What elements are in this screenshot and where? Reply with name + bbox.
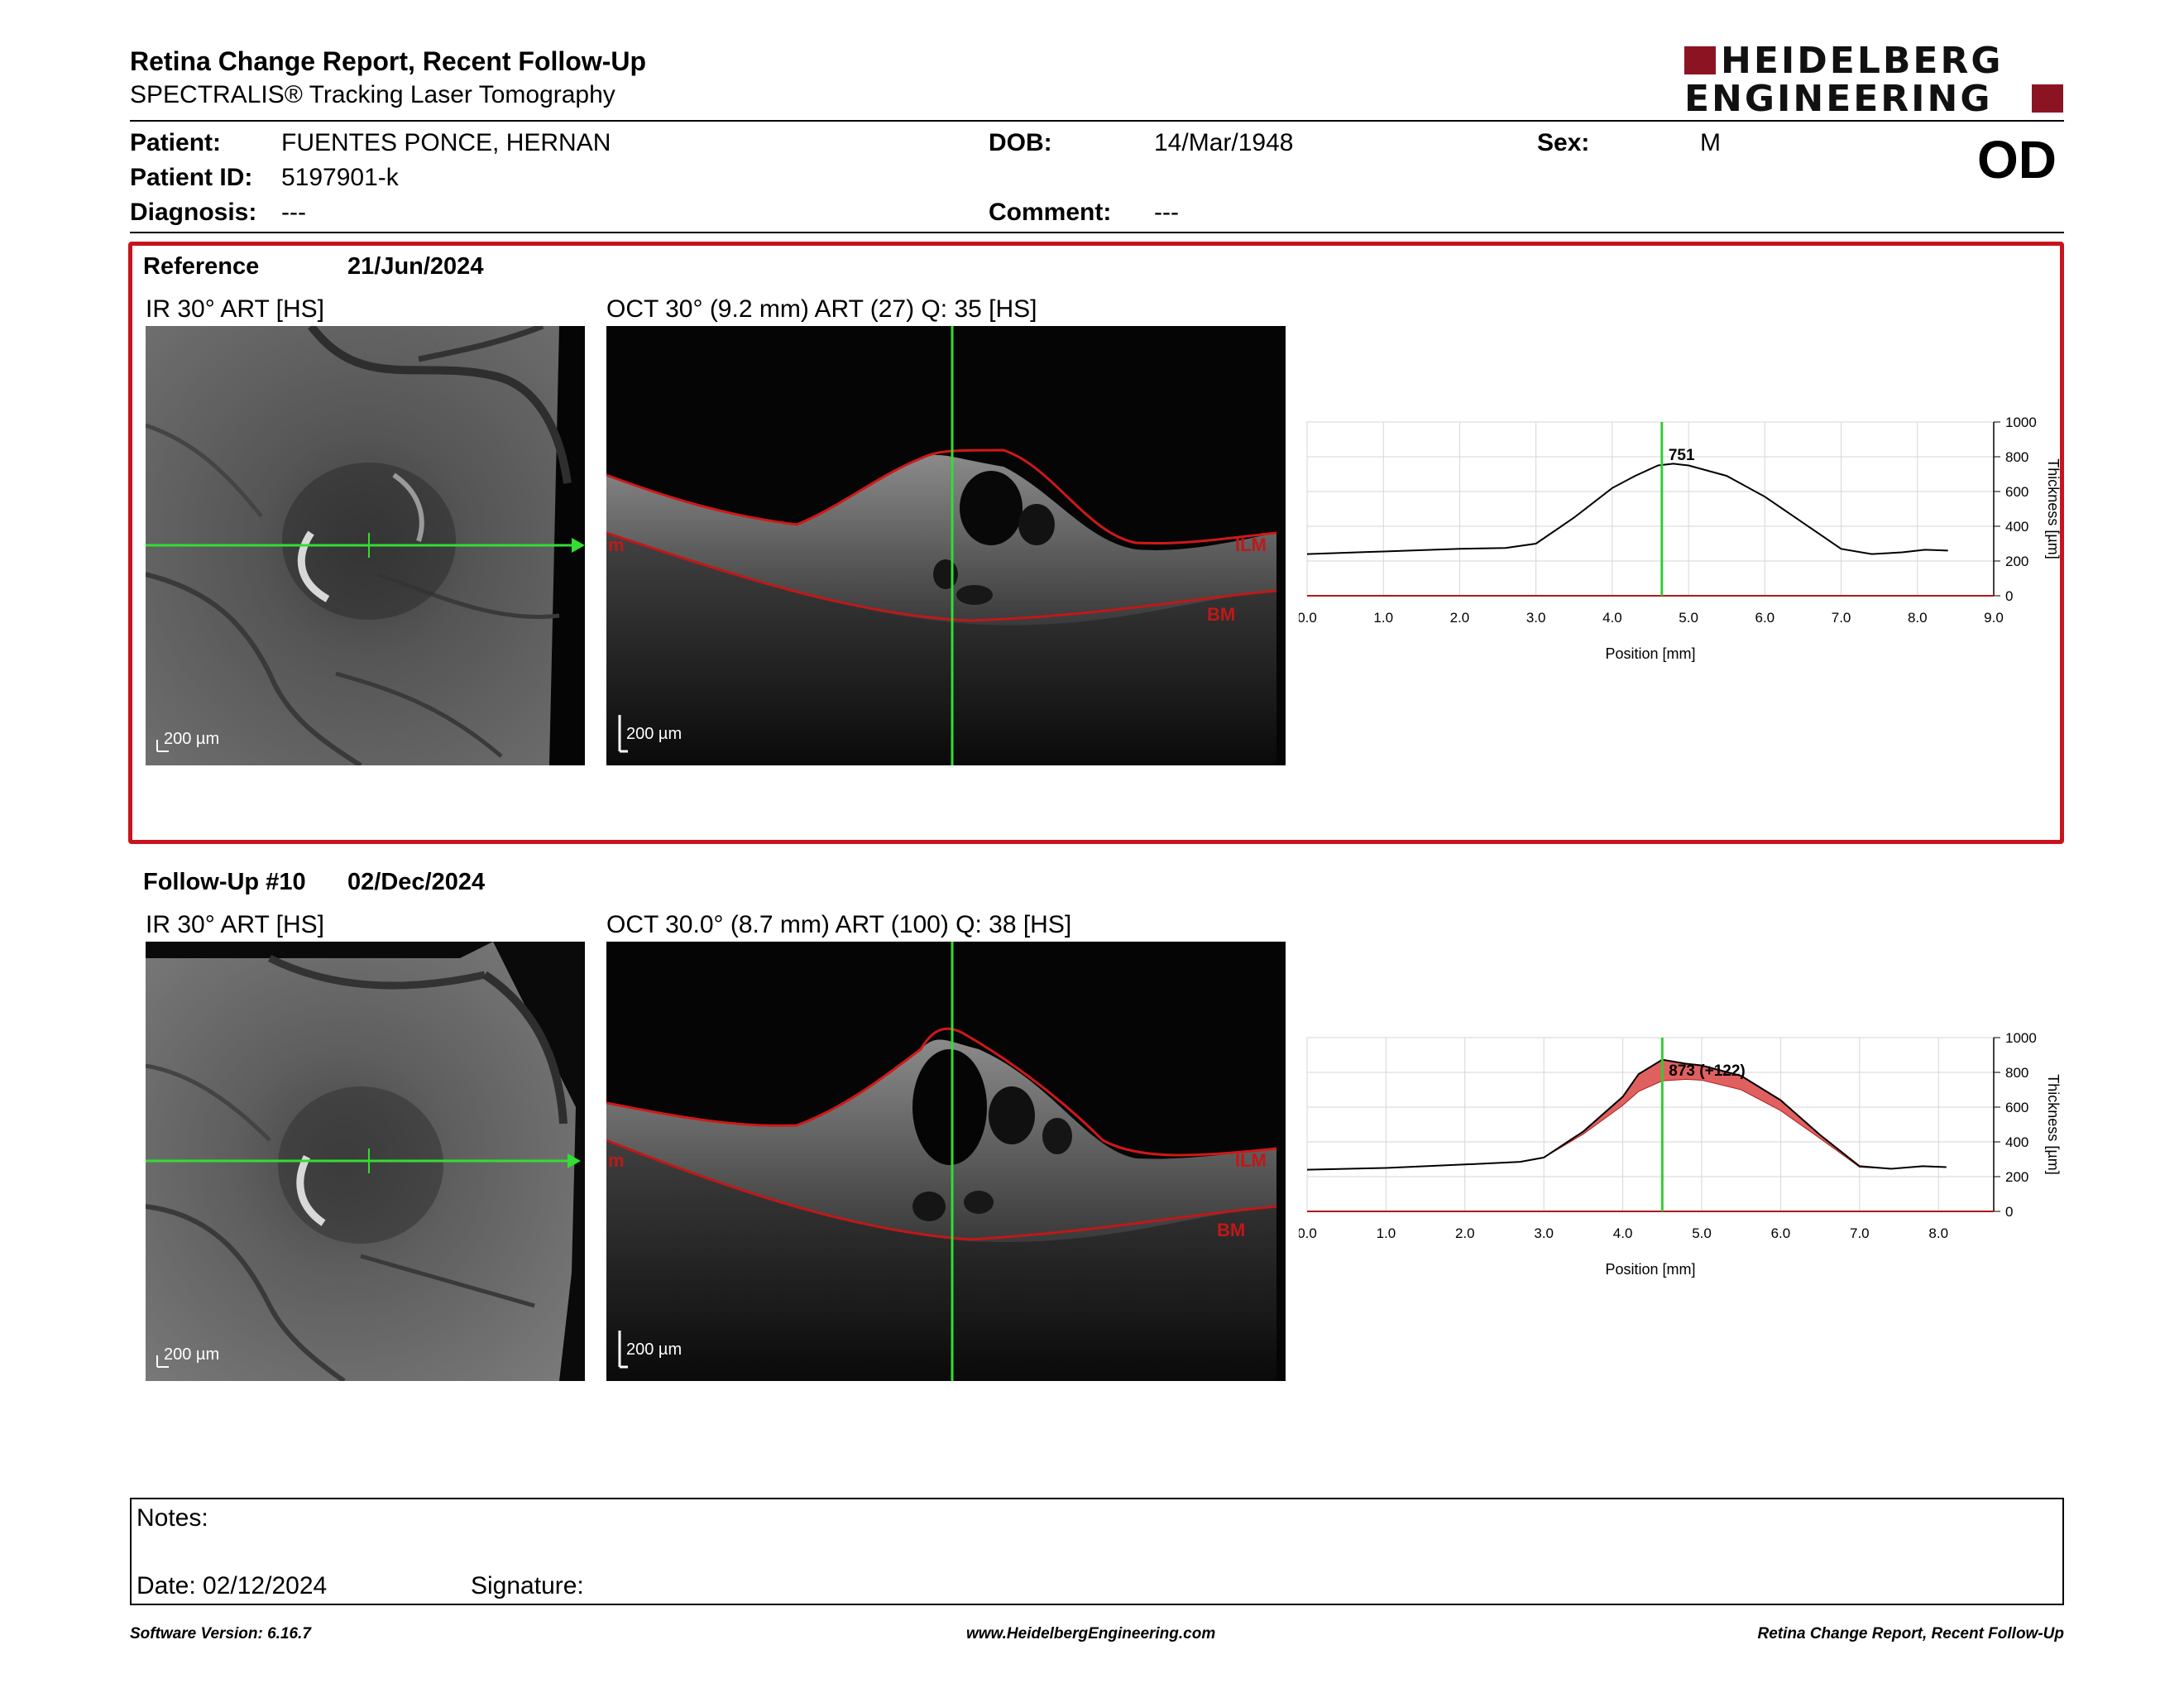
- chart-x-tick-label: 2.0: [1450, 610, 1470, 626]
- followup-date: 02/Dec/2024: [347, 869, 486, 895]
- chart-x-tick-label: 0.0: [1299, 1225, 1317, 1241]
- chart-x-tick-label: 9.0: [1984, 610, 2004, 626]
- reference-ilm-line: [606, 448, 1277, 545]
- chart-x-tick-label: 7.0: [1850, 1225, 1870, 1241]
- report-title: Retina Change Report, Recent Follow-Up: [130, 46, 647, 76]
- chart-x-tick-label: 8.0: [1928, 1225, 1948, 1241]
- followup-ilm-line: [606, 1027, 1277, 1157]
- chart-plot-area: [1306, 421, 1995, 597]
- reference-ilm-label: ILM: [1235, 535, 1267, 555]
- chart-y-tick-label: 800: [2005, 1065, 2028, 1081]
- chart-y-tick-label: 0: [2005, 588, 2013, 604]
- patient-name: FUENTES PONCE, HERNAN: [281, 129, 611, 156]
- report-subtitle: SPECTRALIS® Tracking Laser Tomography: [130, 81, 615, 108]
- patient-label: Patient:: [130, 129, 222, 156]
- footer-software-version: Software Version: 6.16.7: [130, 1625, 311, 1642]
- patient-id: 5197901-k: [281, 164, 399, 191]
- comment-value: ---: [1154, 199, 1179, 226]
- chart-x-tick-label: 4.0: [1602, 610, 1622, 626]
- chart-y-tick-label: 400: [2005, 519, 2028, 535]
- chart-y-axis-label: Thickness [µm]: [2045, 458, 2062, 559]
- chart-x-tick-label: 5.0: [1679, 610, 1698, 626]
- notes-date: Date: 02/12/2024: [136, 1572, 328, 1599]
- diagnosis-label: Diagnosis:: [130, 199, 257, 226]
- chart-y-tick-label: 1000: [2005, 1030, 2037, 1046]
- reference-bm-label: BM: [1207, 604, 1236, 625]
- chart-x-tick-label: 8.0: [1908, 610, 1928, 626]
- chart-x-axis-label: Position [mm]: [1605, 1261, 1695, 1278]
- dob-label: DOB:: [989, 129, 1052, 156]
- notes-label: Notes:: [136, 1504, 208, 1532]
- reference-frame: [128, 242, 2064, 844]
- followup-ilm-label: ILM: [1235, 1150, 1267, 1171]
- diagnosis-value: ---: [281, 199, 306, 226]
- chart-plot-area: [1306, 1037, 1995, 1212]
- chart-thickness-line: [1306, 1058, 1947, 1171]
- sex-value: M: [1700, 129, 1721, 156]
- reference-date: 21/Jun/2024: [347, 253, 484, 280]
- footer-website[interactable]: www.HeidelbergEngineering.com: [966, 1625, 1216, 1642]
- chart-thickness-line: [1306, 463, 1948, 555]
- chart-x-tick-label: 3.0: [1526, 610, 1546, 626]
- reference-ir-scale: 200 µm: [164, 730, 220, 748]
- chart-x-axis-label: Position [mm]: [1605, 645, 1695, 662]
- chart-y-tick-label: 200: [2005, 554, 2028, 569]
- chart-y-axis-label: Thickness [µm]: [2045, 1074, 2062, 1174]
- patient-id-label: Patient ID:: [130, 164, 253, 191]
- reference-oct-scale: 200 µm: [626, 725, 682, 743]
- chart-x-tick-label: 0.0: [1299, 610, 1317, 626]
- chart-x-tick-label: 5.0: [1692, 1225, 1712, 1241]
- chart-x-tick-label: 4.0: [1613, 1225, 1633, 1241]
- reference-ir-image[interactable]: 200 µm: [146, 326, 585, 765]
- chart-marker-label: 751: [1669, 447, 1695, 464]
- heidelberg-logo: HEIDELBERG ENGINEERING: [1684, 40, 2065, 120]
- chart-y-tick-label: 600: [2005, 484, 2028, 500]
- header-divider: [130, 120, 2064, 122]
- chart-y-tick-label: 600: [2005, 1100, 2028, 1115]
- comment-label: Comment:: [989, 199, 1112, 226]
- chart-y-tick-label: 800: [2005, 449, 2028, 465]
- eye-indicator: OD: [1977, 130, 2057, 189]
- followup-thickness-chart: 0.0 1.0 2.0 3.0 4.0 5.0 6.0 7.0 8.0 0 200 400 600 800…: [1299, 1030, 2062, 1278]
- chart-y-tick-label: 200: [2005, 1169, 2028, 1185]
- chart-y-tick-label: 400: [2005, 1134, 2028, 1150]
- logo-square-bottom: [2032, 84, 2063, 113]
- reference-ir-label: IR 30° ART [HS]: [146, 295, 324, 323]
- chart-x-tick-label: 1.0: [1377, 1225, 1396, 1241]
- chart-x-tick-label: 6.0: [1771, 1225, 1791, 1241]
- notes-box[interactable]: Notes: Date: 02/12/2024 Signature:: [130, 1498, 2064, 1605]
- followup-oct-label: OCT 30.0° (8.7 mm) ART (100) Q: 38 [HS]: [606, 911, 1072, 938]
- reference-edge-label: m: [608, 535, 625, 555]
- footer-report-name: Retina Change Report, Recent Follow-Up: [1757, 1625, 2064, 1642]
- reference-oct-label: OCT 30° (9.2 mm) ART (27) Q: 35 [HS]: [606, 295, 1037, 323]
- chart-y-tick-label: 0: [2005, 1204, 2013, 1220]
- dob-value: 14/Mar/1948: [1154, 129, 1294, 156]
- followup-ir-scale: 200 µm: [164, 1345, 220, 1364]
- chart-marker-label: 873 (+122): [1669, 1062, 1745, 1080]
- reference-thickness-chart: 0.0 1.0 2.0 3.0 4.0 5.0 6.0 7.0 8.0 9.00 200 400 600…: [1299, 415, 2062, 662]
- chart-x-tick-label: 2.0: [1455, 1225, 1475, 1241]
- followup-bm-label: BM: [1217, 1220, 1246, 1240]
- reference-oct-image[interactable]: ILM BM m 200 µm: [606, 326, 1286, 765]
- followup-oct-scale: 200 µm: [626, 1340, 682, 1359]
- followup-label: Follow-Up #10: [143, 869, 306, 895]
- followup-ir-label: IR 30° ART [HS]: [146, 911, 324, 938]
- chart-x-tick-label: 6.0: [1755, 610, 1775, 626]
- signature-label: Signature:: [471, 1572, 584, 1599]
- chart-y-tick-label: 1000: [2005, 415, 2037, 430]
- followup-edge-label: m: [608, 1150, 625, 1171]
- followup-oct-image[interactable]: ILM BM m 200 µm: [606, 942, 1286, 1381]
- chart-x-tick-label: 3.0: [1534, 1225, 1554, 1241]
- reference-bm-line: [606, 531, 1277, 622]
- followup-ir-image[interactable]: 200 µm: [146, 942, 585, 1381]
- followup-bm-line: [606, 1139, 1277, 1241]
- chart-x-tick-label: 7.0: [1832, 610, 1851, 626]
- sex-label: Sex:: [1537, 129, 1590, 156]
- chart-x-tick-label: 1.0: [1373, 610, 1393, 626]
- logo-line2: ENGINEERING: [1684, 78, 1993, 120]
- logo-line1: HEIDELBERG: [1721, 40, 2004, 82]
- logo-square-top: [1684, 46, 1716, 74]
- reference-label: Reference: [143, 253, 260, 280]
- patient-divider: [130, 232, 2064, 233]
